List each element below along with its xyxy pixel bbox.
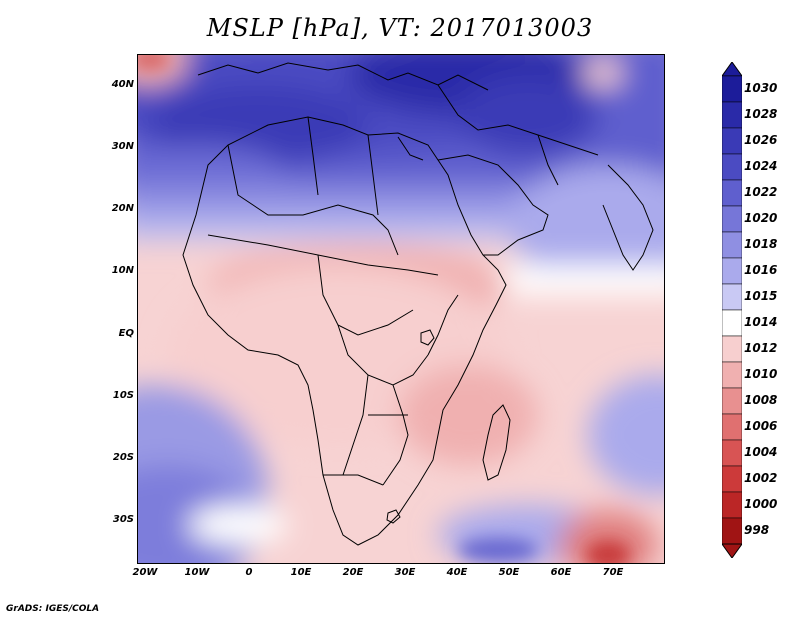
colorbar-level-label: 998 <box>744 523 770 537</box>
colorbar-swatch <box>722 153 742 181</box>
lat-label: 30N <box>111 141 134 152</box>
lat-label: 10N <box>111 265 134 276</box>
colorbar-strip <box>722 62 742 558</box>
colorbar-level-label: 1006 <box>744 419 778 433</box>
lat-label: 40N <box>111 79 134 90</box>
colorbar-swatch <box>722 361 742 389</box>
lon-label: 20E <box>342 567 364 578</box>
colorbar-level-label: 1028 <box>744 107 778 121</box>
lon-label: 30E <box>394 567 416 578</box>
colorbar-level-label: 1018 <box>744 237 778 251</box>
colorbar-swatch <box>722 309 742 337</box>
lon-label: 10W <box>184 567 210 578</box>
lat-label: 30S <box>112 514 134 525</box>
colorbar-swatch <box>722 491 742 519</box>
map-panel <box>137 54 665 564</box>
grads-credit: GrADS: IGES/COLA <box>6 604 100 614</box>
colorbar-level-label: 1020 <box>744 211 778 225</box>
colorbar-level-label: 1000 <box>744 497 778 511</box>
colorbar-swatch <box>722 101 742 129</box>
lon-label: 70E <box>602 567 624 578</box>
colorbar-swatch <box>722 127 742 155</box>
colorbar-level-label: 1016 <box>744 263 778 277</box>
lon-label: 20W <box>132 567 158 578</box>
colorbar-level-label: 1024 <box>744 159 778 173</box>
lon-label: 0 <box>245 567 253 578</box>
lon-label: 10E <box>290 567 312 578</box>
map-title: MSLP [hPa], VT: 2017013003 <box>206 14 594 42</box>
lat-label: 20N <box>111 203 134 214</box>
lon-label: 60E <box>550 567 572 578</box>
colorbar-swatch <box>722 335 742 363</box>
colorbar-level-label: 1010 <box>744 367 778 381</box>
colorbar-swatch <box>722 387 742 415</box>
colorbar-swatch <box>722 205 742 233</box>
lat-label: 10S <box>112 390 134 401</box>
colorbar-swatch <box>722 517 742 545</box>
colorbar-swatch <box>722 413 742 441</box>
colorbar-level-label: 1022 <box>744 185 778 199</box>
colorbar-swatch <box>722 439 742 467</box>
colorbar: 1030 1028 1026 1024 1022 1020 1018 1016 1015 1014… <box>722 62 800 558</box>
colorbar-level-label: 1026 <box>744 133 778 147</box>
colorbar-swatch <box>722 257 742 285</box>
colorbar-swatch <box>722 231 742 259</box>
colorbar-level-label: 1014 <box>744 315 778 329</box>
colorbar-level-label: 1008 <box>744 393 778 407</box>
colorbar-bottom-arrow <box>722 543 742 558</box>
colorbar-swatch <box>722 75 742 103</box>
pressure-field <box>138 55 664 563</box>
colorbar-level-label: 1015 <box>744 289 778 303</box>
lon-label: 40E <box>446 567 468 578</box>
colorbar-level-label: 1002 <box>744 471 778 485</box>
colorbar-level-label: 1030 <box>744 81 778 95</box>
lat-label: 20S <box>112 452 134 463</box>
colorbar-swatch <box>722 465 742 493</box>
colorbar-swatch <box>722 283 742 311</box>
colorbar-swatch <box>722 179 742 207</box>
colorbar-level-label: 1004 <box>744 445 778 459</box>
colorbar-top-arrow <box>722 62 742 77</box>
lat-label: EQ <box>118 328 134 339</box>
lon-label: 50E <box>498 567 520 578</box>
colorbar-level-label: 1012 <box>744 341 778 355</box>
